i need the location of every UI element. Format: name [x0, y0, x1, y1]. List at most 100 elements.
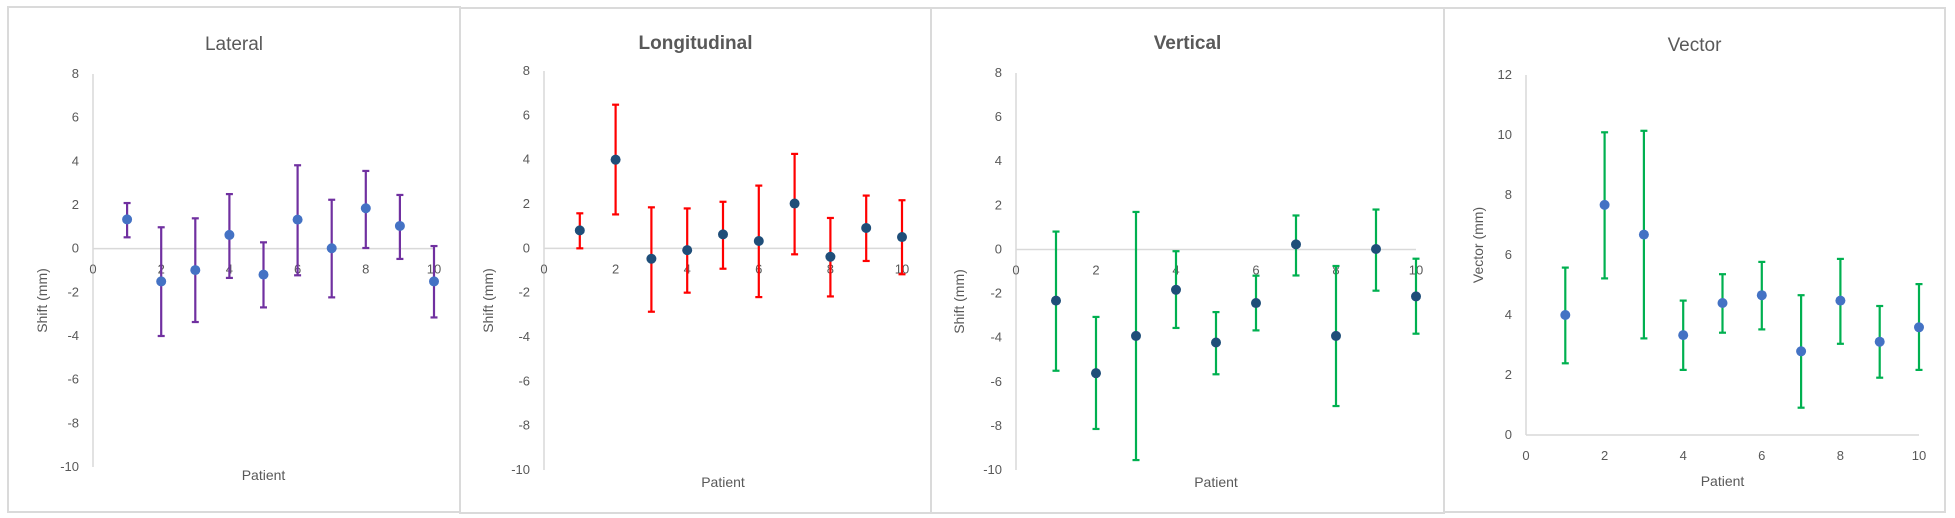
longitudinal-x-tick-label: 2: [612, 261, 619, 276]
lateral-data-point: [360, 203, 371, 214]
lateral-y-tick-label: 6: [72, 110, 79, 125]
longitudinal-y-tick-label: -8: [518, 418, 530, 433]
lateral-chart: Lateral86420-2-4-6-8-100246810PatientShi…: [34, 34, 441, 483]
longitudinal-chart: Longitudinal86420-2-4-6-8-100246810Patie…: [480, 33, 909, 490]
lateral-y-tick-label: -10: [60, 459, 79, 474]
longitudinal-y-tick-label: -6: [518, 373, 530, 388]
vector-data-point: [1756, 290, 1767, 301]
lateral-data-point: [394, 220, 405, 231]
vector-x-axis-label: Patient: [1701, 473, 1745, 489]
vertical-y-tick-label: 0: [995, 241, 1002, 256]
longitudinal-data-point: [825, 251, 836, 262]
longitudinal-chart-panel: Longitudinal86420-2-4-6-8-100246810Patie…: [459, 7, 932, 514]
longitudinal-y-tick-label: 6: [523, 107, 530, 122]
vector-x-tick-label: 4: [1680, 448, 1687, 463]
lateral-chart-title: Lateral: [205, 34, 263, 55]
vector-x-tick-label: 2: [1601, 448, 1608, 463]
lateral-data-point: [224, 229, 235, 240]
lateral-y-tick-label: -8: [67, 415, 79, 430]
longitudinal-data-point: [753, 236, 764, 247]
vector-x-tick-label: 0: [1522, 448, 1529, 463]
lateral-data-point: [156, 276, 167, 287]
lateral-data-point: [258, 269, 269, 280]
vector-y-tick-label: 8: [1505, 187, 1512, 202]
vertical-x-tick-label: 2: [1092, 262, 1099, 277]
lateral-y-tick-label: 4: [72, 153, 79, 168]
lateral-data-point: [292, 214, 303, 225]
vertical-data-point: [1251, 298, 1261, 309]
vector-data-point: [1796, 346, 1807, 357]
longitudinal-x-axis-label: Patient: [701, 474, 745, 490]
longitudinal-chart-title: Longitudinal: [639, 33, 753, 54]
lateral-y-axis-label: Shift (mm): [34, 268, 50, 333]
vertical-data-point: [1051, 295, 1061, 306]
longitudinal-y-tick-label: 0: [523, 240, 530, 255]
vertical-x-axis-label: Patient: [1194, 474, 1238, 490]
vertical-chart: Vertical86420-2-4-6-8-100246810PatientSh…: [951, 33, 1423, 490]
vector-y-tick-label: 6: [1505, 247, 1512, 262]
lateral-chart-panel: Lateral86420-2-4-6-8-100246810PatientShi…: [7, 6, 461, 513]
longitudinal-y-axis-label: Shift (mm): [480, 268, 496, 333]
vector-data-point: [1599, 199, 1610, 210]
vector-data-point: [1678, 330, 1689, 341]
vector-data-point: [1914, 322, 1924, 333]
vertical-data-point: [1131, 330, 1141, 341]
vertical-data-point: [1171, 284, 1181, 295]
longitudinal-data-point: [610, 154, 621, 165]
lateral-data-point: [326, 243, 337, 254]
vertical-y-tick-label: 4: [995, 153, 1002, 168]
lateral-x-tick-label: 8: [362, 262, 369, 277]
vector-data-point: [1874, 336, 1885, 347]
longitudinal-y-tick-label: 4: [523, 152, 530, 167]
vertical-data-point: [1331, 330, 1341, 341]
vertical-data-point: [1091, 368, 1101, 379]
vector-chart-title: Vector: [1668, 35, 1723, 56]
lateral-data-point: [190, 265, 201, 276]
lateral-y-tick-label: -6: [67, 372, 79, 387]
vertical-y-tick-label: -4: [990, 330, 1002, 345]
vertical-data-point: [1211, 337, 1221, 348]
lateral-y-tick-label: -4: [67, 328, 79, 343]
vector-chart-panel: Vector 12 10 8 6 4 2 0 0 2 4 6 8 10 Patient Vector (mm): [1443, 7, 1946, 513]
lateral-data-point: [122, 214, 133, 225]
vector-chart: Vector 12 10 8 6 4 2 00 2 4 6 8 10 Patient Vector (mm): [1470, 35, 1926, 489]
lateral-y-tick-label: 0: [72, 241, 79, 256]
longitudinal-y-tick-label: 2: [523, 196, 530, 211]
vertical-y-tick-label: 8: [995, 65, 1002, 80]
longitudinal-y-tick-label: -10: [511, 462, 530, 477]
vector-y-tick-label: 12: [1498, 67, 1512, 82]
longitudinal-data-point: [789, 198, 800, 209]
vector-y-tick-label: 10: [1498, 127, 1512, 142]
longitudinal-data-point: [646, 253, 657, 264]
longitudinal-x-tick-label: 0: [540, 261, 547, 276]
vector-x-tick-label: 10: [1912, 448, 1926, 463]
vertical-y-axis-label: Shift (mm): [951, 269, 967, 334]
vector-y-tick-label: 0: [1505, 427, 1512, 442]
lateral-y-tick-label: 2: [72, 197, 79, 212]
vector-data-point: [1717, 298, 1728, 308]
vertical-y-tick-label: 2: [995, 197, 1002, 212]
vertical-chart-title: Vertical: [1154, 33, 1222, 54]
lateral-x-axis-label: Patient: [242, 467, 286, 483]
longitudinal-data-point: [897, 232, 907, 243]
lateral-y-tick-label: 8: [72, 66, 79, 81]
vertical-y-tick-label: 6: [995, 109, 1002, 124]
vector-y-tick-label: 4: [1505, 307, 1512, 322]
lateral-data-point: [429, 276, 439, 287]
vertical-y-tick-label: -6: [990, 374, 1002, 389]
longitudinal-data-point: [718, 229, 728, 240]
vector-x-tick-label: 6: [1758, 448, 1765, 463]
longitudinal-data-point: [861, 222, 872, 233]
vertical-y-tick-label: -8: [990, 418, 1002, 433]
longitudinal-data-point: [574, 225, 585, 236]
vector-data-point: [1638, 229, 1649, 240]
vector-y-tick-label: 2: [1505, 367, 1512, 382]
longitudinal-y-tick-label: -4: [518, 329, 530, 344]
vector-data-point: [1560, 310, 1571, 320]
lateral-y-tick-label: -2: [67, 284, 79, 299]
vertical-y-tick-label: -10: [983, 462, 1002, 477]
longitudinal-data-point: [682, 245, 693, 256]
vertical-chart-panel: Vertical86420-2-4-6-8-100246810PatientSh…: [930, 7, 1445, 514]
lateral-x-tick-label: 0: [89, 262, 96, 277]
vertical-x-tick-label: 6: [1252, 262, 1259, 277]
